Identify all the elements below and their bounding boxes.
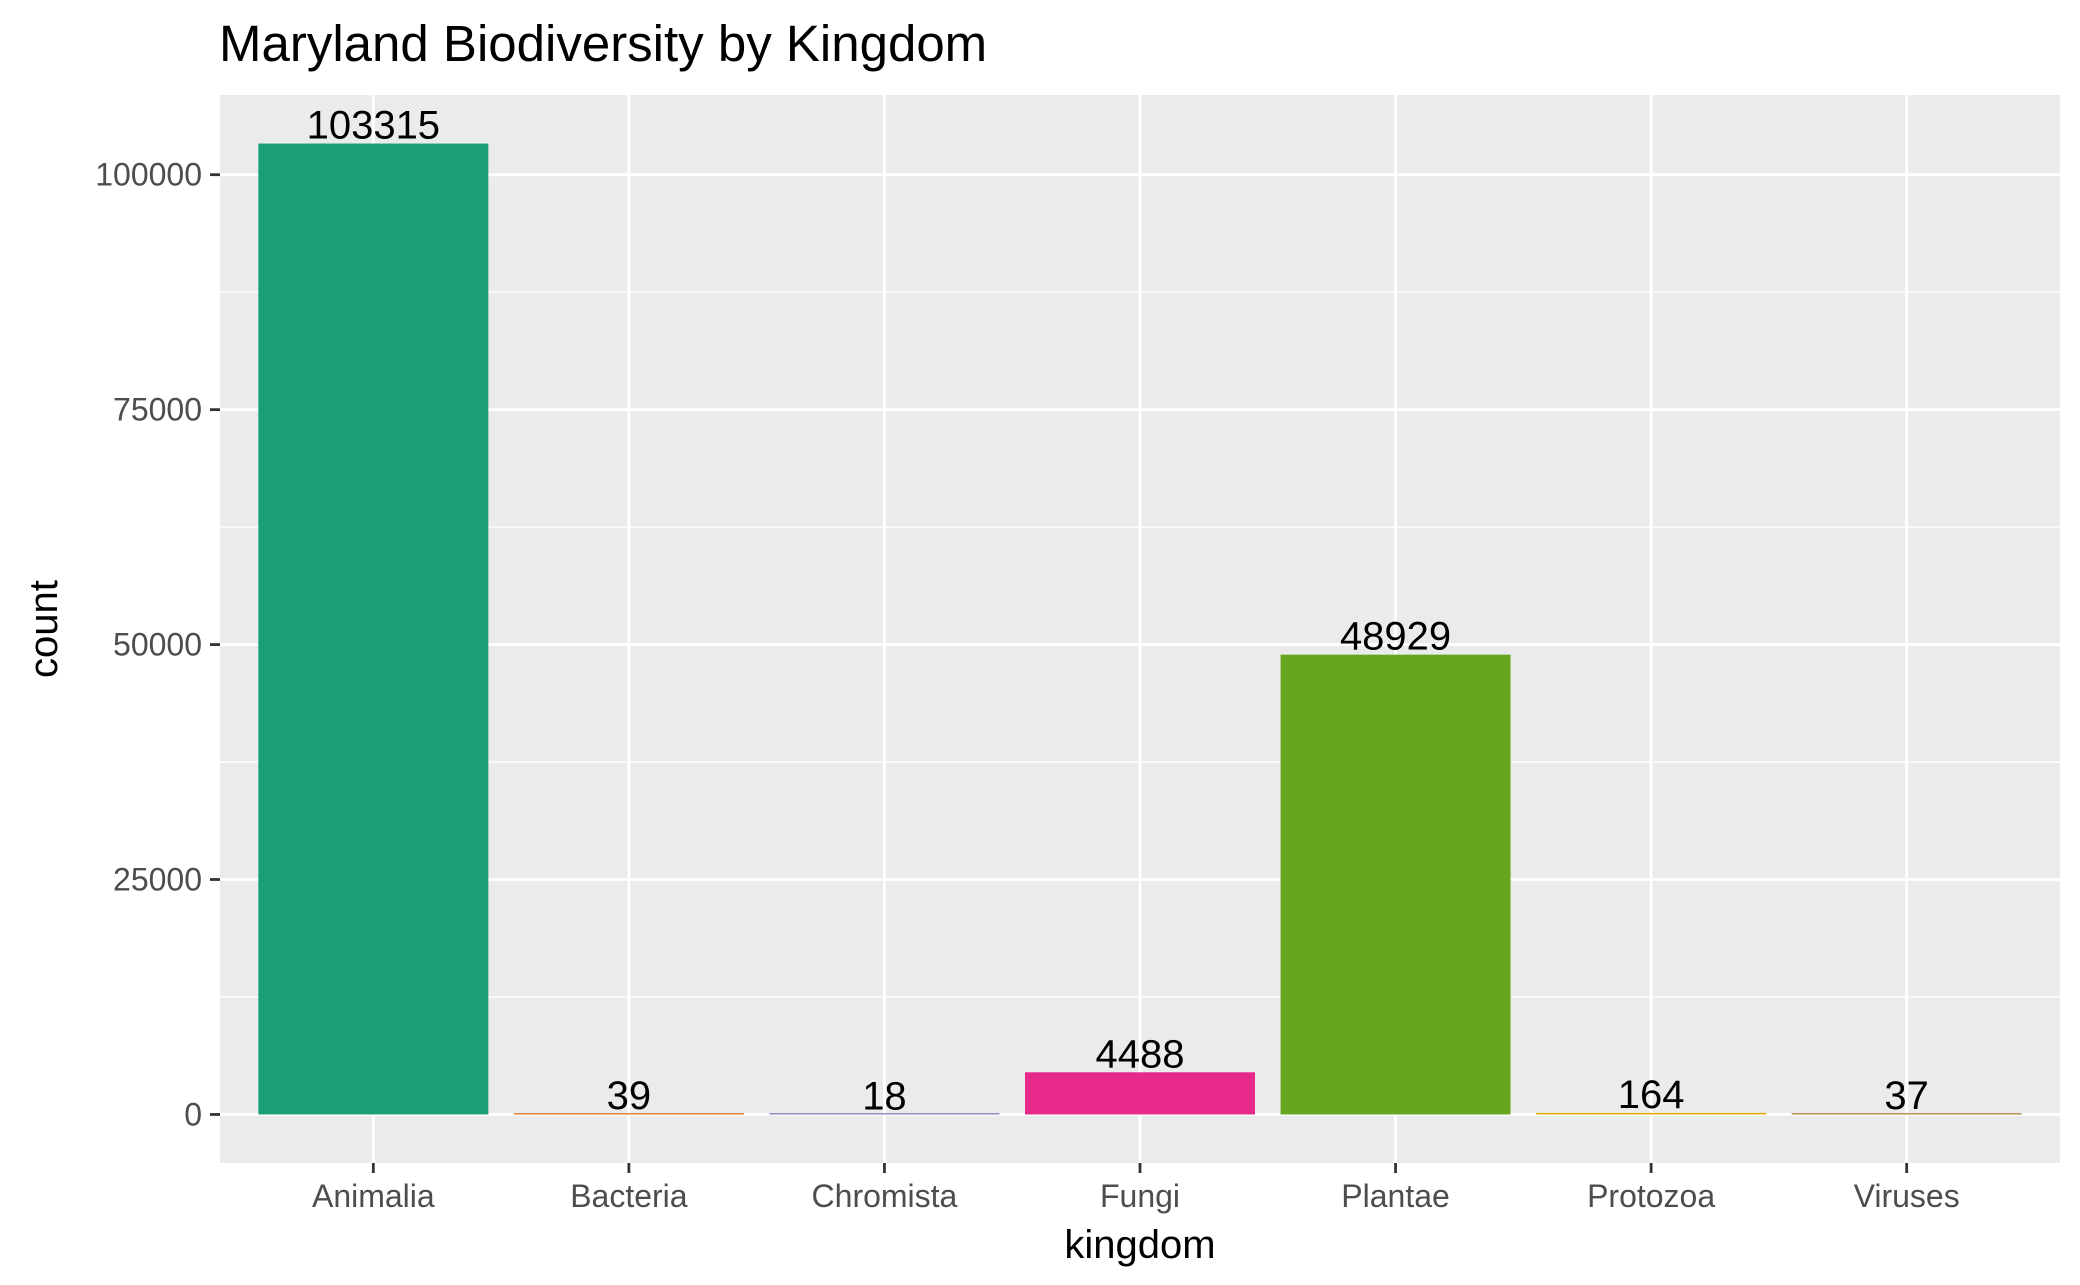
x-axis-title: kingdom xyxy=(1064,1223,1215,1267)
data-labels: 103315 39 18 4488 48929 164 37 xyxy=(307,104,1929,1119)
bar-viruses xyxy=(1791,1113,2022,1115)
data-label: 103315 xyxy=(307,104,440,148)
x-tick-label: Animalia xyxy=(312,1178,435,1214)
y-tick-label: 25000 xyxy=(113,862,202,898)
y-axis: 0 25000 50000 75000 100000 xyxy=(95,157,220,1132)
x-tick-label: Protozoa xyxy=(1587,1178,1715,1214)
y-axis-title: count xyxy=(22,580,66,678)
data-label: 39 xyxy=(607,1074,652,1118)
y-tick-label: 50000 xyxy=(113,627,202,663)
data-label: 37 xyxy=(1884,1074,1929,1118)
data-label: 48929 xyxy=(1340,615,1451,659)
chart-title: Maryland Biodiversity by Kingdom xyxy=(219,15,987,72)
y-tick-label: 0 xyxy=(184,1096,202,1132)
data-label: 18 xyxy=(862,1074,907,1118)
x-tick-label: Viruses xyxy=(1854,1178,1960,1214)
bar-plantae xyxy=(1280,654,1511,1115)
x-tick-label: Chromista xyxy=(812,1178,958,1214)
bar-protozoa xyxy=(1536,1112,1767,1115)
bars xyxy=(258,143,2022,1115)
x-tick-label: Plantae xyxy=(1341,1178,1450,1214)
bar-animalia xyxy=(258,143,489,1115)
data-label: 4488 xyxy=(1096,1032,1185,1076)
bar-chromista xyxy=(769,1113,1000,1115)
data-label: 164 xyxy=(1618,1073,1685,1117)
y-tick-label: 75000 xyxy=(113,392,202,428)
x-tick-label: Fungi xyxy=(1100,1178,1180,1214)
x-axis: Animalia Bacteria Chromista Fungi Plantae Pro… xyxy=(312,1163,1960,1214)
bar-bacteria xyxy=(513,1113,744,1115)
y-tick-label: 100000 xyxy=(95,157,202,193)
x-tick-label: Bacteria xyxy=(570,1178,688,1214)
bar-fungi xyxy=(1025,1072,1255,1115)
